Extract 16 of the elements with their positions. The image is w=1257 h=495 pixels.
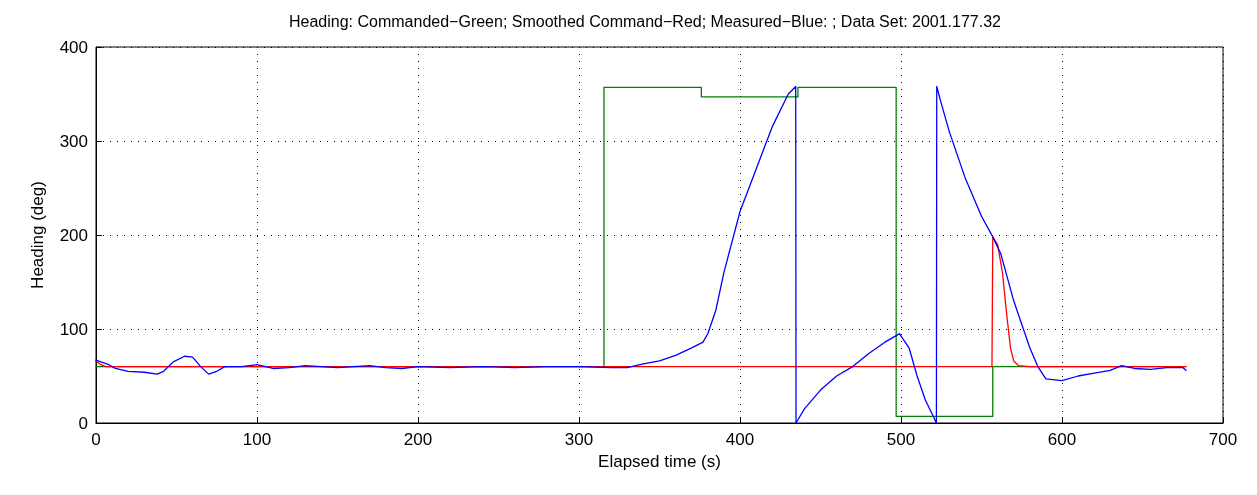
- y-tick-label: 200: [59, 225, 88, 245]
- x-axis-title: Elapsed time (s): [598, 451, 721, 471]
- y-tick-label: 0: [78, 413, 88, 433]
- x-tick-label: 200: [403, 430, 433, 449]
- y-tick-label: 400: [59, 37, 88, 57]
- x-tick-label: 300: [564, 430, 594, 449]
- x-tick-label: 700: [1208, 430, 1238, 449]
- x-tick-label: 0: [91, 430, 101, 449]
- x-tick-label: 100: [242, 430, 272, 449]
- chart-title: Heading: Commanded−Green; Smoothed Command−Red; Measured−Blue: ; Data Set: 2001.177.32: [289, 12, 1002, 30]
- x-tick-label: 400: [725, 430, 755, 449]
- y-tick-label: 300: [59, 131, 88, 151]
- y-tick-label: 100: [59, 319, 88, 339]
- y-axis-title: Heading (deg): [28, 181, 47, 289]
- x-tick-label: 600: [1047, 430, 1077, 449]
- x-tick-label: 500: [886, 430, 916, 449]
